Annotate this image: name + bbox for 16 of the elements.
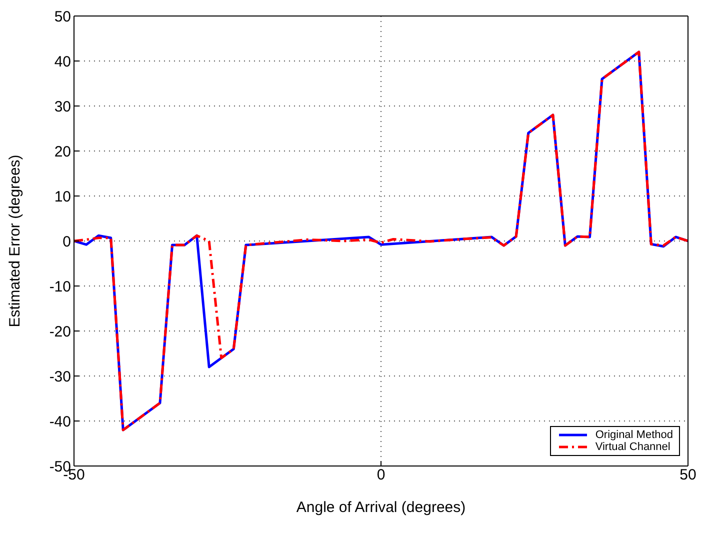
y-tick-label: 50 <box>54 8 71 26</box>
y-tick-label: -40 <box>49 413 71 430</box>
y-tick-label: 30 <box>54 98 71 116</box>
x-axis-title: Angle of Arrival (degrees) <box>296 499 466 516</box>
y-axis-title: Estimated Error (degrees) <box>6 154 24 328</box>
y-tick-label: 20 <box>54 143 71 160</box>
y-tick-label: 40 <box>54 53 71 70</box>
legend-label: Original Method <box>595 429 673 441</box>
y-tick-label: 10 <box>54 188 71 206</box>
y-tick-label: 0 <box>62 233 71 250</box>
x-tick-label: 0 <box>376 466 386 484</box>
y-tick-label: -20 <box>49 323 71 340</box>
y-tick-label: -10 <box>49 278 71 296</box>
y-tick-label: -30 <box>49 368 71 386</box>
x-tick-label: 50 <box>680 466 696 484</box>
legend-label: Virtual Channel <box>595 441 670 453</box>
